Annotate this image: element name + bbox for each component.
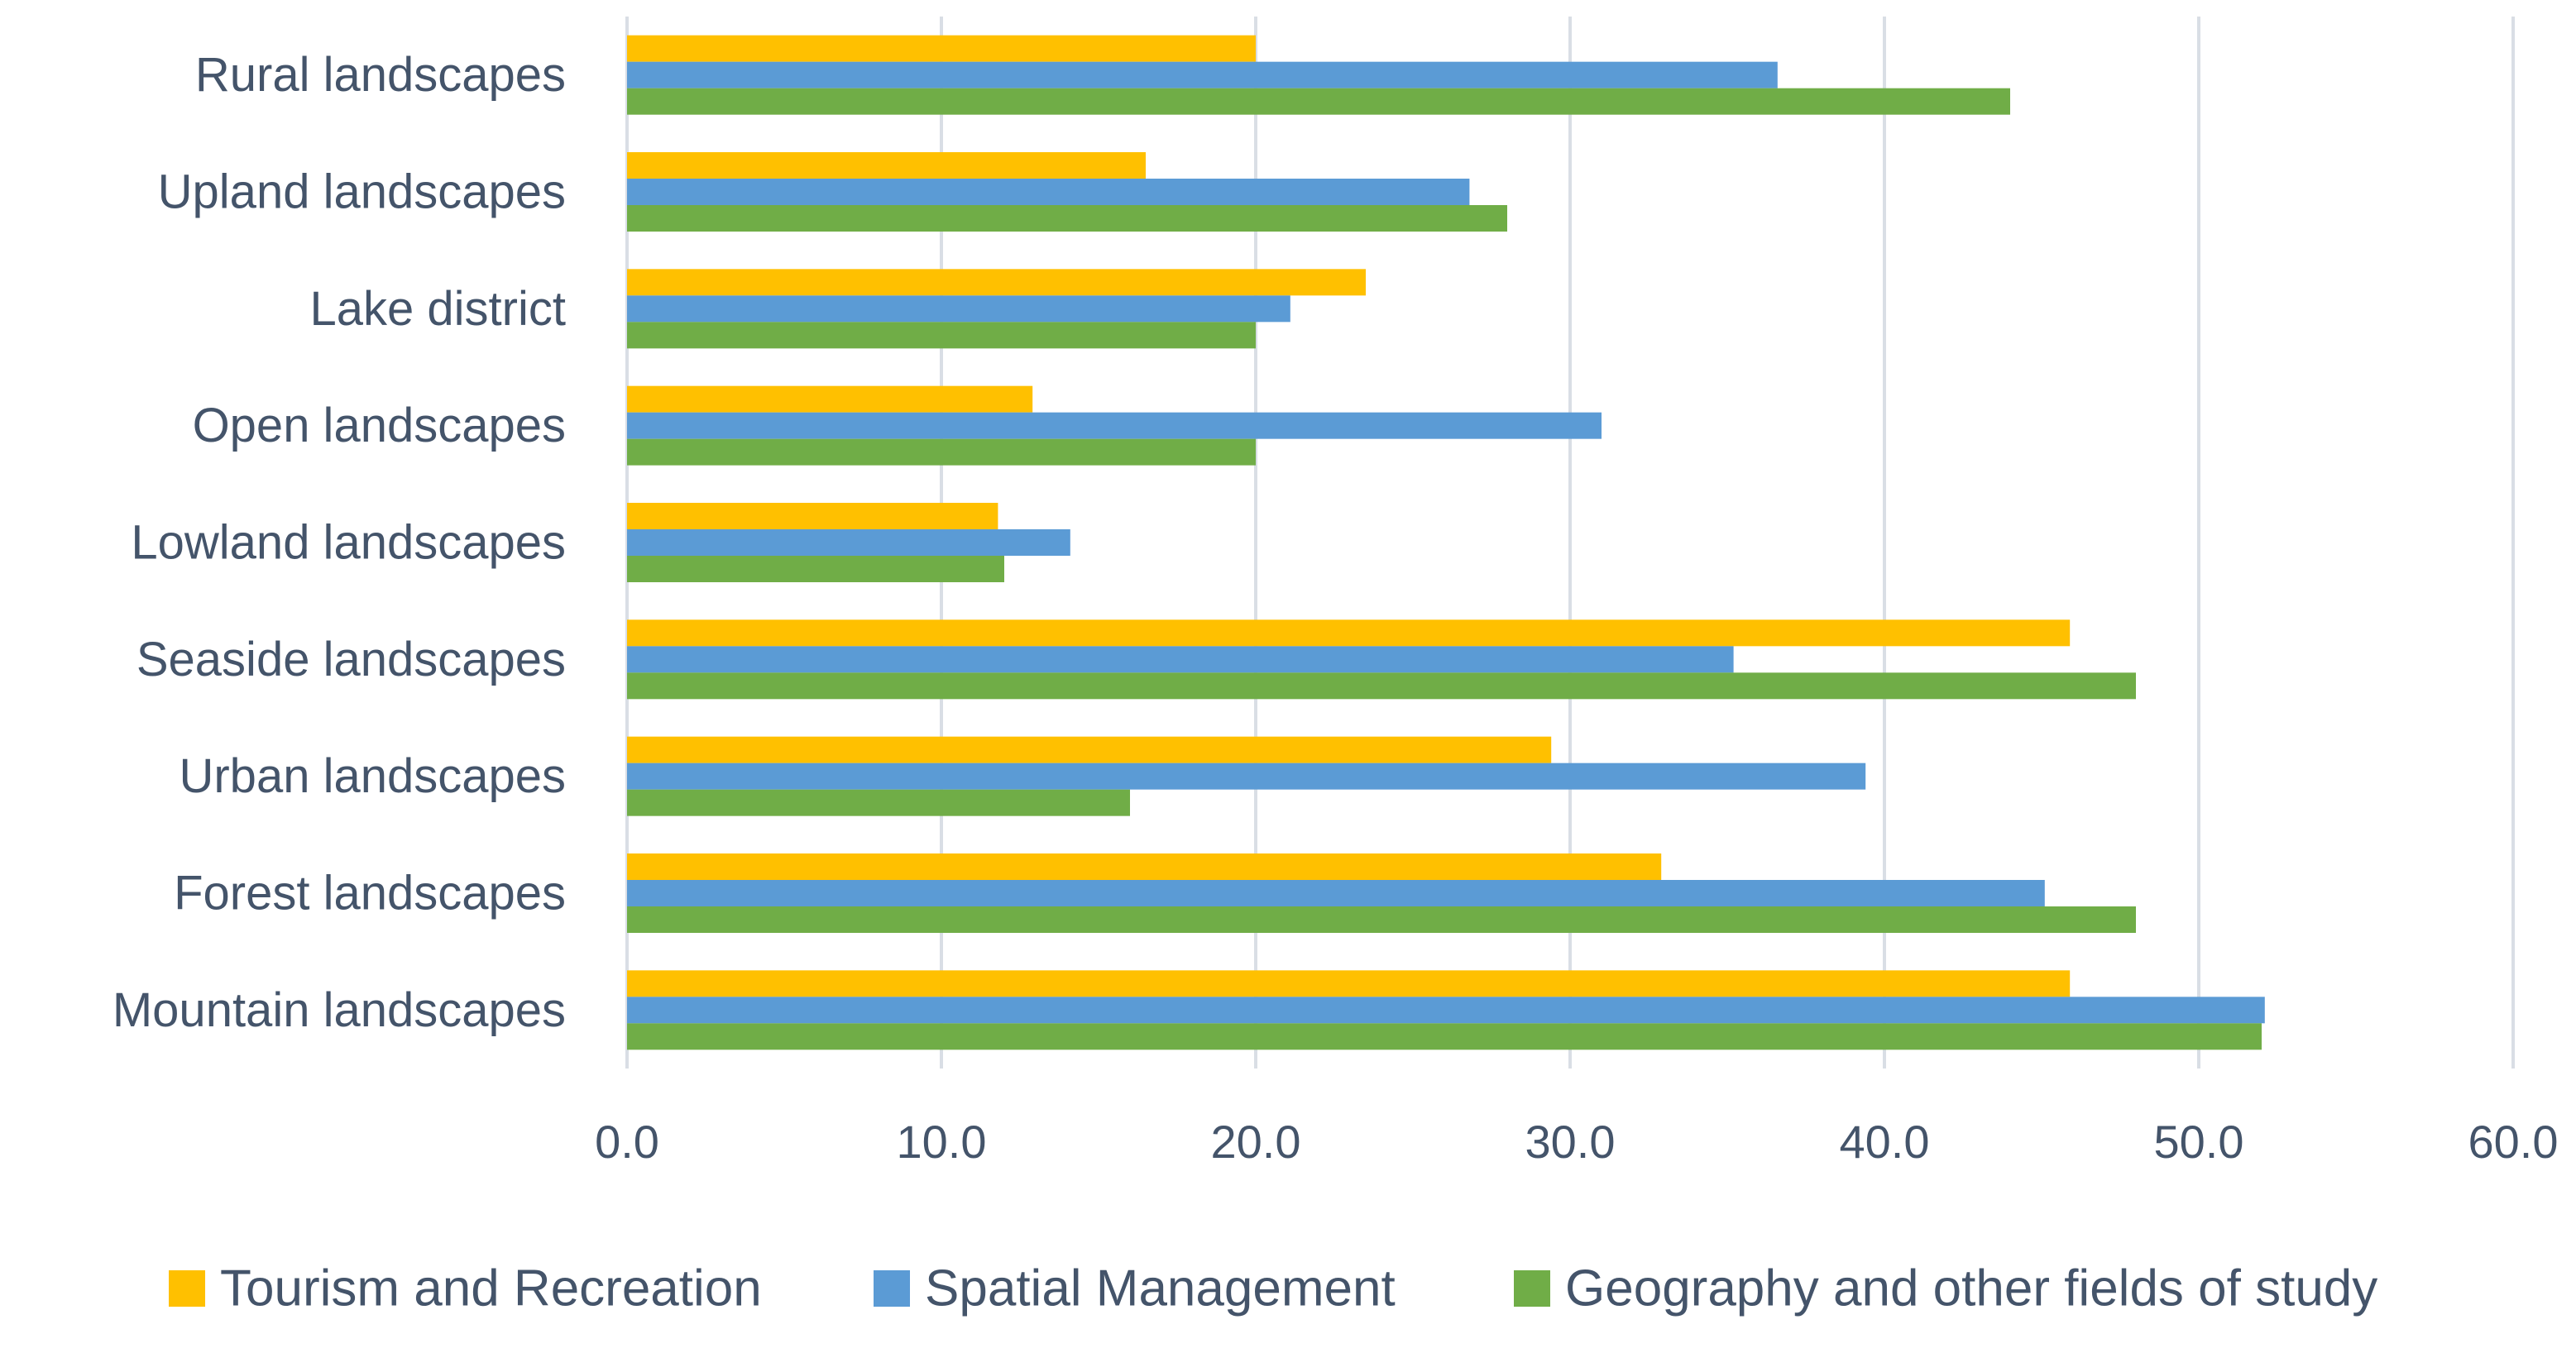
legend: Tourism and Recreation Spatial Management… [169, 1260, 2377, 1317]
bar-spatial-management [627, 880, 2045, 906]
category-label: Open landscapes [193, 399, 566, 452]
x-tick-label: 30.0 [1525, 1116, 1616, 1168]
legend-label: Spatial Management [925, 1260, 1396, 1317]
bar-spatial-management [627, 997, 2265, 1024]
category-labels: Rural landscapes Upland landscapes Lake di… [113, 48, 566, 1037]
bar-geography-and-other-fields-of-study [627, 205, 1507, 232]
bar-tourism-and-recreation [627, 503, 998, 529]
bar-tourism-and-recreation [627, 269, 1366, 296]
category-label: Upland landscapes [158, 165, 566, 219]
bar-spatial-management [627, 529, 1070, 556]
bar-tourism-and-recreation [627, 619, 2071, 647]
legend-label: Geography and other fields of study [1565, 1260, 2377, 1317]
x-tick-label: 60.0 [2468, 1116, 2559, 1168]
bar-tourism-and-recreation [627, 736, 1552, 763]
bar-tourism-and-recreation [627, 853, 1662, 880]
bar-geography-and-other-fields-of-study [627, 906, 2136, 933]
category-label: Rural landscapes [195, 48, 566, 102]
legend-label: Tourism and Recreation [220, 1260, 762, 1317]
category-label: Lowland landscapes [131, 516, 566, 570]
legend-swatch [169, 1270, 205, 1307]
x-tick-label: 0.0 [595, 1116, 659, 1168]
bar-spatial-management [627, 179, 1470, 205]
x-tick-label: 20.0 [1211, 1116, 1301, 1168]
bar-geography-and-other-fields-of-study [627, 672, 2136, 700]
bar-tourism-and-recreation [627, 970, 2071, 997]
category-label: Mountain landscapes [113, 983, 566, 1037]
bar-spatial-management [627, 646, 1734, 673]
x-tick-labels: 0.0 10.0 20.0 30.0 40.0 50.0 60.0 [595, 1116, 2558, 1168]
bar-geography-and-other-fields-of-study [627, 88, 2010, 115]
category-label: Urban landscapes [179, 749, 566, 803]
bar-geography-and-other-fields-of-study [627, 556, 1004, 582]
bar-spatial-management [627, 61, 1778, 88]
legend-swatch [1514, 1270, 1550, 1307]
x-tick-label: 10.0 [897, 1116, 987, 1168]
bar-spatial-management [627, 412, 1602, 439]
bar-tourism-and-recreation [627, 385, 1033, 413]
bar-geography-and-other-fields-of-study [627, 438, 1256, 466]
category-label: Lake district [310, 282, 566, 336]
bar-spatial-management [627, 763, 1866, 790]
legend-swatch [874, 1270, 910, 1307]
bar-tourism-and-recreation [627, 35, 1256, 62]
bar-geography-and-other-fields-of-study [627, 1023, 2262, 1050]
bars [627, 35, 2265, 1050]
x-tick-label: 50.0 [2154, 1116, 2244, 1168]
bar-geography-and-other-fields-of-study [627, 789, 1130, 816]
category-label: Seaside landscapes [136, 633, 566, 686]
category-label: Forest landscapes [174, 867, 566, 920]
x-tick-label: 40.0 [1840, 1116, 1930, 1168]
bar-spatial-management [627, 295, 1290, 323]
bar-geography-and-other-fields-of-study [627, 322, 1256, 349]
bar-tourism-and-recreation [627, 152, 1146, 179]
